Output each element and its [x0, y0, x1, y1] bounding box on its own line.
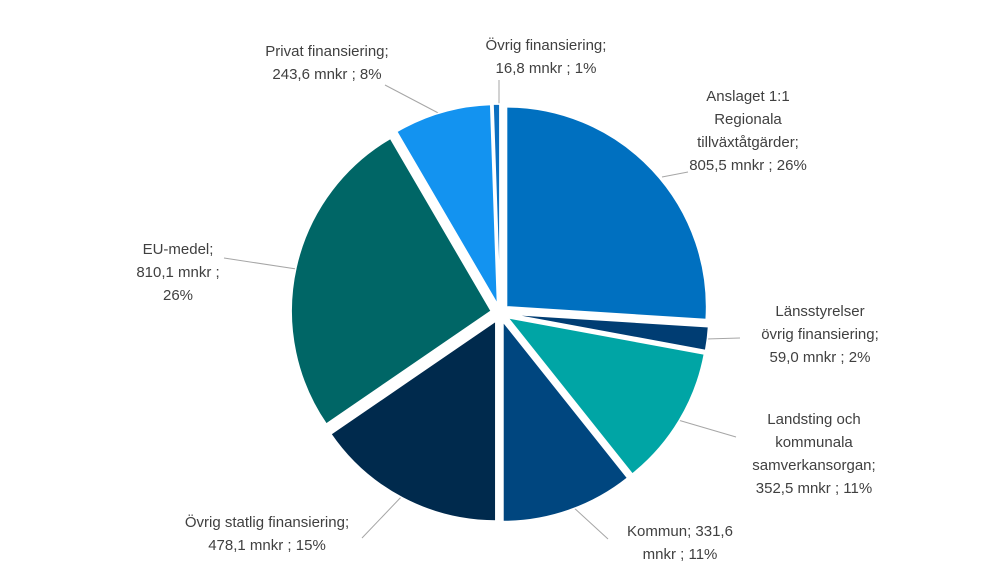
pie-slice [505, 316, 706, 476]
leader-line [223, 257, 304, 271]
data-label-line: Övrig finansiering; [486, 36, 607, 54]
data-label-line: kommunala [775, 434, 853, 451]
pie-slice [492, 103, 501, 305]
data-label-line: samverkansorgan; [752, 457, 875, 474]
data-label-line: 810,1 mnkr ; [136, 264, 219, 281]
data-label-line: Privat finansiering; [265, 43, 388, 60]
data-label: Anslaget 1:1 Regionala tillväxtåtgärder; 80… [689, 88, 807, 174]
data-label-line: 16,8 mnkr ; 1% [496, 60, 597, 77]
data-label-line: 243,6 mnkr ; 8% [272, 66, 381, 83]
data-label-line: EU-medel; [143, 241, 214, 258]
pie-slice [505, 106, 708, 321]
data-label: Övrig finansiering; 16,8 mnkr ; 1% [486, 36, 607, 77]
pie-slice [395, 103, 499, 305]
data-label-line: Landsting och [767, 411, 860, 428]
data-label-line: 352,5 mnkr ; 11% [756, 480, 872, 497]
leader-line [705, 337, 741, 340]
leader-line [677, 419, 737, 438]
data-label-line: Länsstyrelser [775, 303, 864, 320]
data-label-line: Regionala [714, 111, 782, 128]
pie-slice [329, 319, 497, 522]
data-label-line: tillväxtåtgärder; [697, 134, 799, 151]
data-label-line: övrig finansiering; [761, 326, 879, 343]
data-label: Privat finansiering; 243,6 mnkr ; 8% [265, 43, 388, 83]
data-label: EU-medel; 810,1 mnkr ; 26% [136, 241, 219, 304]
pie-slice [502, 319, 629, 523]
data-label-line: 805,5 mnkr ; 26% [689, 157, 807, 174]
data-label-line: 59,0 mnkr ; 2% [770, 349, 871, 366]
leader-line [361, 493, 405, 539]
pie-slice [290, 137, 493, 426]
data-label: Länsstyrelser övrig finansiering; 59,0 mnk… [761, 303, 879, 366]
data-label: Landsting och kommunala samverkansorgan; 35… [752, 411, 875, 497]
data-label-line: mnkr ; 11% [643, 546, 718, 563]
pie-slice [508, 313, 710, 352]
data-label-line: Anslaget 1:1 [706, 88, 789, 105]
leader-line [571, 505, 609, 540]
data-label-line: Övrig statlig finansiering; [185, 513, 349, 531]
leader-line [384, 84, 445, 117]
leader-line [661, 171, 689, 178]
data-label: Kommun; 331,6 mnkr ; 11% [627, 523, 733, 563]
data-label-line: Kommun; 331,6 [627, 523, 733, 540]
data-label: Övrig statlig finansiering; 478,1 mnkr ; … [185, 513, 349, 554]
data-label-line: 478,1 mnkr ; 15% [208, 537, 326, 554]
data-label-line: 26% [163, 287, 193, 304]
